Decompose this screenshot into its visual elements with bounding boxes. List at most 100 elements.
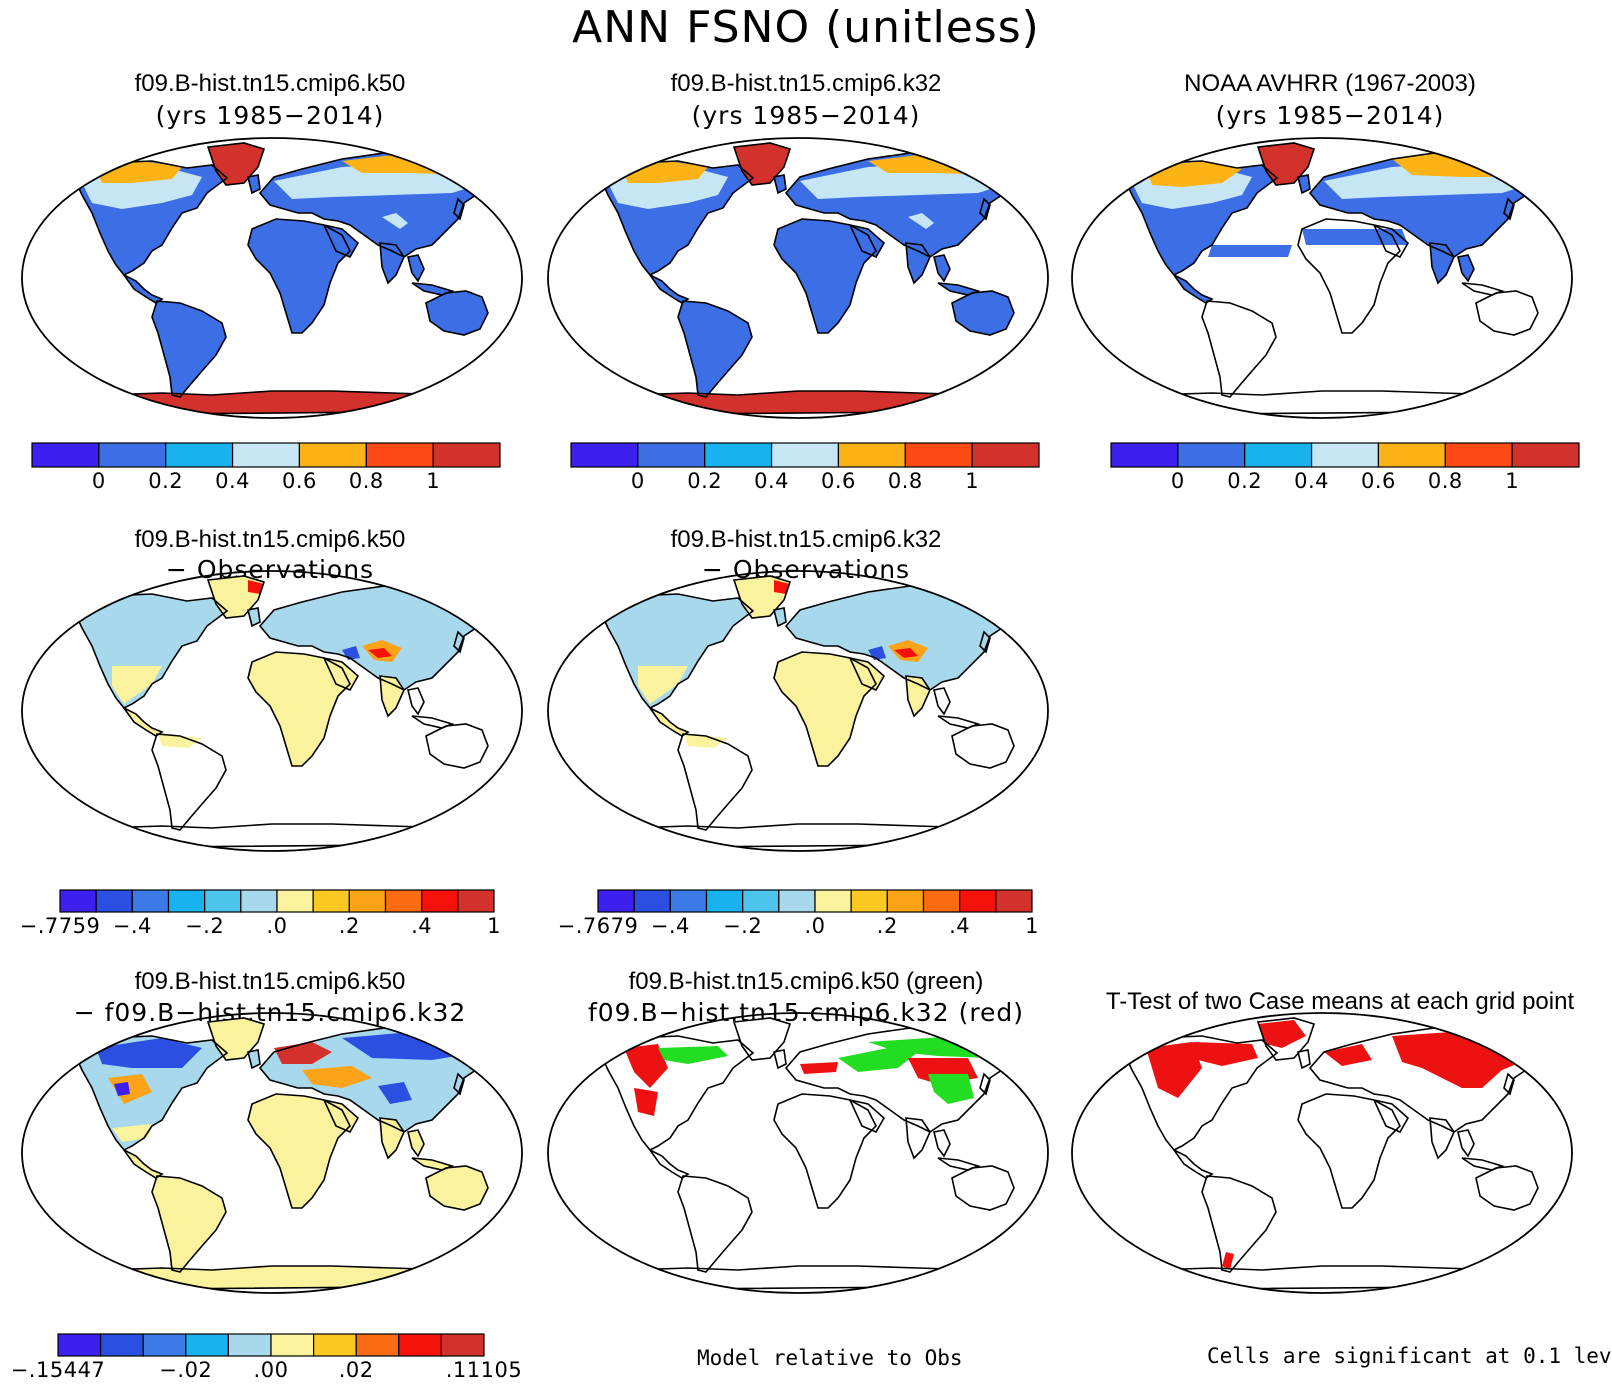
land-indo bbox=[412, 283, 452, 295]
colorbar-k50-k32-swatch bbox=[99, 1333, 144, 1357]
land-sa bbox=[1202, 1176, 1276, 1272]
land-aus bbox=[952, 1166, 1014, 1210]
colorbar-k50-swatch bbox=[365, 442, 434, 468]
field-region bbox=[774, 580, 790, 594]
coastline-greenland bbox=[732, 142, 792, 186]
colorbar-k50-swatch bbox=[432, 442, 501, 468]
coastline-na bbox=[70, 593, 229, 710]
land-eurasia bbox=[786, 586, 1026, 690]
coastline-greenland bbox=[1256, 1017, 1316, 1061]
colorbar-k50-k32-swatch bbox=[355, 1333, 400, 1357]
field-region bbox=[378, 1082, 412, 1104]
coastline-arabia bbox=[1372, 223, 1410, 259]
field-region bbox=[302, 1066, 372, 1088]
colorbar-k32-label: 0.4 bbox=[754, 469, 790, 493]
colorbar-k50-k32-label: .11105 bbox=[445, 1358, 523, 1382]
coastline-ca bbox=[123, 707, 164, 737]
field-region bbox=[684, 734, 728, 748]
colorbar-k32-obs-label: −.7679 bbox=[557, 914, 639, 938]
colorbar-k50-obs-swatch bbox=[312, 889, 350, 913]
land-india bbox=[1430, 1118, 1454, 1158]
land-sa bbox=[1202, 301, 1276, 397]
coastline-na bbox=[1120, 1035, 1279, 1152]
colorbar-k32-obs-swatch bbox=[995, 889, 1033, 913]
coastline-greenland bbox=[206, 142, 266, 186]
colorbar-k50-swatch bbox=[298, 442, 367, 468]
colorbar-obs-swatch bbox=[1110, 442, 1179, 468]
land-japan bbox=[980, 1074, 990, 1094]
coastline-na bbox=[70, 1035, 229, 1152]
colorbar-k50-obs-swatch bbox=[59, 889, 97, 913]
land-japan bbox=[1504, 1074, 1514, 1094]
land-indo bbox=[1462, 1158, 1502, 1170]
coastline-indo bbox=[937, 282, 981, 296]
land-aus bbox=[426, 291, 488, 335]
coastline-ca bbox=[649, 707, 690, 737]
colorbar-k50-k32-swatch bbox=[185, 1333, 230, 1357]
land-antarctica bbox=[42, 1266, 512, 1290]
field-region bbox=[96, 1038, 202, 1068]
colorbar-k50-obs-label: 1 bbox=[487, 914, 501, 938]
coastline-sea bbox=[407, 254, 425, 283]
land-indo bbox=[938, 283, 978, 295]
colorbar-k32-obs-swatch bbox=[959, 889, 997, 913]
field-region bbox=[1146, 1042, 1202, 1098]
colorbar-k50-k32-swatch bbox=[398, 1333, 442, 1357]
coastline-aus bbox=[1475, 290, 1539, 336]
land-africa bbox=[774, 1094, 876, 1208]
colorbar-obs-swatch bbox=[1177, 442, 1246, 468]
colorbar-k32-obs-swatch bbox=[778, 889, 816, 913]
land-japan bbox=[454, 632, 464, 652]
colorbar-k32-obs-label: .0 bbox=[804, 914, 826, 938]
map-border bbox=[21, 1012, 523, 1294]
field-region bbox=[624, 1044, 668, 1088]
colorbar-obs-swatch bbox=[1444, 442, 1513, 468]
panel-subtitle-k50-obs: − Observations bbox=[165, 555, 375, 584]
colorbar-k32-swatch bbox=[904, 442, 973, 468]
coastline-uk bbox=[773, 1049, 787, 1070]
coastline-sea bbox=[933, 1129, 951, 1158]
panel-subtitle-k50: (yrs 1985−2014) bbox=[155, 101, 385, 130]
map-k50-obs bbox=[21, 570, 523, 852]
coastline-sea bbox=[1457, 254, 1475, 283]
coastline-sea bbox=[933, 254, 951, 283]
colorbar-k50-obs-label: .2 bbox=[338, 914, 360, 938]
coastline-na bbox=[596, 593, 755, 710]
colorbar-k50-obs-swatch bbox=[167, 889, 206, 913]
coastline-aus bbox=[1475, 1165, 1539, 1211]
colorbar-k50-k32-swatch bbox=[440, 1333, 485, 1357]
colorbar-k32-obs-swatch bbox=[597, 889, 635, 913]
field-region bbox=[638, 666, 688, 704]
colorbar-k50-k32-swatch bbox=[57, 1333, 102, 1357]
main-title: ANN FSNO (unitless) bbox=[572, 2, 1040, 53]
coastline-indo bbox=[411, 715, 455, 729]
colorbar-k32-swatch bbox=[637, 442, 706, 468]
colorbar-k50-obs-swatch bbox=[240, 889, 278, 913]
coastline-africa bbox=[773, 218, 877, 334]
colorbar-k32-obs-label: .2 bbox=[876, 914, 898, 938]
colorbar-k32-obs-label: 1 bbox=[1025, 914, 1039, 938]
land-aus bbox=[1476, 291, 1538, 335]
land-africa bbox=[248, 219, 350, 333]
land-indo bbox=[938, 716, 978, 728]
land-antarctica bbox=[568, 1266, 1038, 1290]
coastline-na bbox=[596, 1035, 755, 1152]
colorbar-obs-label: 0 bbox=[1170, 469, 1185, 493]
coastline-ca bbox=[123, 274, 164, 304]
colorbar-obs-swatch bbox=[1310, 442, 1380, 468]
colorbar-k32-obs-swatch bbox=[742, 889, 780, 913]
colorbar-k32-obs-swatch bbox=[850, 889, 888, 913]
panel-title-ttest: T-Test of two Case means at each grid po… bbox=[1105, 988, 1575, 1015]
land-sa bbox=[152, 734, 226, 830]
land-eurasia bbox=[260, 586, 500, 690]
coastline-indo bbox=[411, 282, 455, 296]
field-region bbox=[1208, 245, 1292, 257]
colorbar-k50-obs-label: −.4 bbox=[112, 914, 152, 938]
colorbar-k32-obs-swatch bbox=[705, 889, 744, 913]
coastline-india bbox=[379, 1117, 405, 1160]
colorbar-k50-k32-label: −.15447 bbox=[10, 1358, 106, 1382]
coastline-sa bbox=[677, 1175, 753, 1273]
colorbar-k50-k32-label: −.02 bbox=[159, 1358, 213, 1382]
colorbar-k50-obs-swatch bbox=[276, 889, 314, 913]
colorbar-k50-label: 0.2 bbox=[148, 469, 184, 493]
